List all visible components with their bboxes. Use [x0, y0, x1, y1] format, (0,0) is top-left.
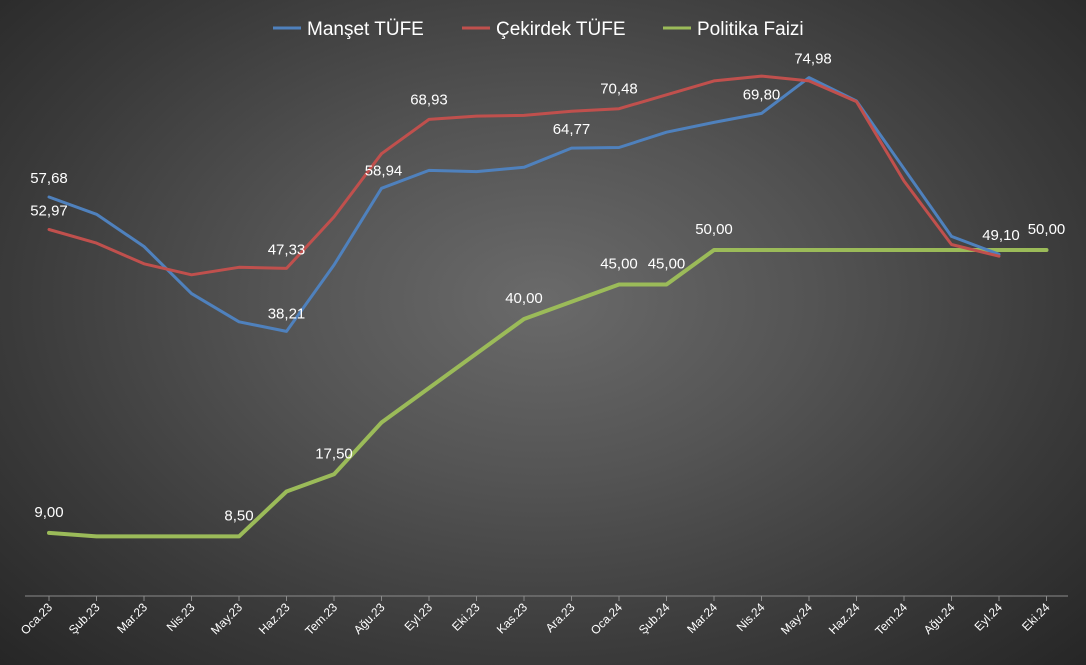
data-label: 40,00: [505, 290, 543, 307]
data-label: 9,00: [34, 504, 63, 521]
data-labels: 57,68 38,21 58,94 64,77 69,80 74,98 52,97 47,33…: [30, 51, 1065, 525]
data-label: 57,68: [30, 170, 68, 187]
x-tick-label: Oca.24: [588, 600, 625, 637]
x-tick-label: Mar.23: [114, 600, 150, 636]
x-tick-label: Ağu.23: [351, 600, 388, 637]
data-label: 58,94: [365, 162, 403, 179]
x-tick-label: Haz.24: [826, 600, 863, 637]
x-tick-label: Ağu.24: [921, 600, 958, 637]
chart-legend: Manşet TÜFE Çekirdek TÜFE Politika Faizi: [273, 19, 804, 40]
x-tick-label: Eyl.23: [402, 600, 436, 634]
data-label: 50,00: [1028, 221, 1066, 238]
series-line-politika-faizi: [47, 248, 1049, 539]
data-label: 17,50: [315, 445, 353, 462]
data-label: 45,00: [648, 256, 686, 273]
x-tick-label: Haz.23: [256, 600, 293, 637]
x-tick-label: Şub.23: [66, 600, 103, 637]
data-label: 70,48: [600, 81, 638, 98]
data-label: 47,33: [268, 241, 306, 258]
data-label: 69,80: [743, 86, 781, 103]
x-axis: Oca.23 Şub.23 Mar.23 Nis.23 May.23 Haz.23 Tem.…: [18, 595, 1068, 638]
data-label: 74,98: [794, 51, 832, 68]
x-tick-label: Nis.23: [164, 600, 198, 634]
x-tick-label: Şub.24: [636, 600, 673, 637]
x-tick-label: Eki.23: [449, 600, 483, 634]
x-tick-label: May.24: [778, 600, 815, 637]
x-tick-label: May.23: [208, 600, 245, 637]
x-tick-label: Eyl.24: [972, 600, 1006, 634]
x-tick-label: Tem.23: [302, 600, 340, 638]
data-label: 49,10: [982, 227, 1020, 244]
x-tick-label: Oca.23: [18, 600, 55, 637]
x-tick-label: Nis.24: [734, 600, 768, 634]
data-label: 64,77: [553, 121, 591, 138]
data-label: 38,21: [268, 305, 306, 322]
legend-label: Politika Faizi: [697, 19, 804, 40]
data-label: 45,00: [600, 256, 638, 273]
data-label: 50,00: [695, 221, 733, 238]
series-lines: [47, 74, 1049, 539]
x-tick-label: Tem.24: [872, 600, 910, 638]
data-label: 8,50: [224, 507, 253, 524]
x-tick-label: Ara.23: [543, 600, 578, 635]
x-tick-label: Eki.24: [1019, 600, 1053, 634]
legend-label: Çekirdek TÜFE: [496, 19, 626, 40]
x-tick-label: Kas.23: [494, 600, 531, 637]
x-tick-label: Mar.24: [684, 600, 720, 636]
data-label: 68,93: [410, 91, 448, 108]
data-label: 52,97: [30, 203, 68, 220]
series-line--ekirdek-t-fe: [47, 74, 1001, 277]
legend-label: Manşet TÜFE: [307, 19, 424, 40]
